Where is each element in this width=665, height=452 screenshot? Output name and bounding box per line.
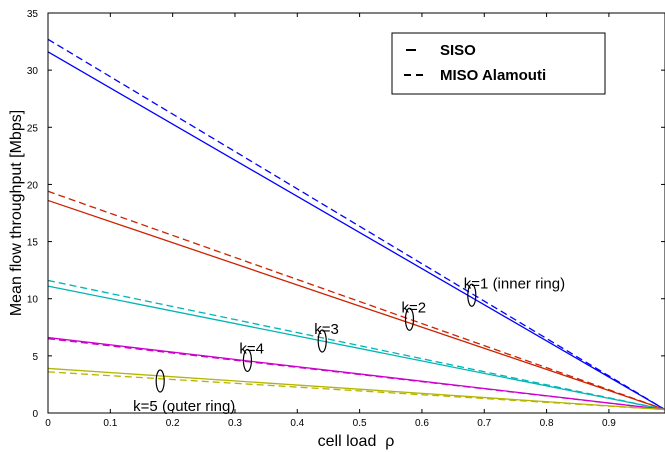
x-tick-label: 0.6 bbox=[415, 418, 429, 429]
y-tick-label: 15 bbox=[27, 238, 39, 249]
x-axis-label: cell load ρ bbox=[318, 433, 395, 450]
x-tick-label: 0.3 bbox=[228, 418, 242, 429]
annotation-label: k=4 bbox=[239, 340, 264, 357]
x-tick-label: 0 bbox=[45, 418, 51, 429]
series-line-k1-siso bbox=[47, 51, 665, 411]
legend-label-miso: MISO Alamouti bbox=[440, 67, 546, 84]
y-tick-label: 0 bbox=[32, 409, 38, 420]
x-tick-label: 0.8 bbox=[540, 418, 554, 429]
x-tick-label: 0.9 bbox=[602, 418, 616, 429]
y-tick-label: 20 bbox=[27, 180, 39, 191]
annotation-ellipse bbox=[317, 329, 327, 353]
y-tick-label: 10 bbox=[27, 295, 39, 306]
series-line-k4-miso bbox=[47, 338, 665, 411]
y-tick-label: 25 bbox=[27, 123, 39, 134]
y-axis-label: Mean flow throughput [Mbps] bbox=[8, 110, 25, 316]
annotation-label: k=2 bbox=[401, 299, 426, 316]
series-line-k3-miso bbox=[47, 279, 665, 411]
legend-box bbox=[391, 32, 606, 95]
series-line-k3-siso bbox=[47, 285, 665, 411]
x-tick-label: 0.4 bbox=[290, 418, 304, 429]
annotation-ellipse bbox=[404, 307, 415, 331]
annotation-label: k=5 (outer ring) bbox=[133, 398, 235, 415]
x-tick-label: 0.5 bbox=[353, 418, 367, 429]
series-layer bbox=[47, 38, 665, 411]
y-tick-label: 35 bbox=[27, 9, 39, 20]
annotation-label: k=3 bbox=[314, 321, 339, 338]
legend: SISO MISO Alamouti bbox=[391, 32, 606, 95]
y-tick-label: 30 bbox=[27, 66, 39, 77]
plot-frame bbox=[47, 12, 665, 414]
annotation-ellipse bbox=[242, 348, 253, 373]
annotation-layer: k=1 (inner ring) k=2 k=3 k=4 k=5 (outer ring… bbox=[133, 275, 565, 415]
series-line-k2-miso bbox=[47, 190, 665, 411]
annotation-ellipse bbox=[467, 283, 477, 307]
tick-layer: 0 0.1 0.2 0.3 0.4 0.5 0.6 0.7 0.8 0.9 0 5 10 15 20 25 30… bbox=[27, 9, 665, 429]
series-line-k5-miso bbox=[47, 371, 665, 411]
legend-label-siso: SISO bbox=[440, 42, 476, 59]
y-tick-label: 5 bbox=[32, 352, 38, 363]
x-tick-label: 0.1 bbox=[103, 418, 117, 429]
series-line-k5-siso bbox=[47, 367, 665, 411]
annotation-label: k=1 (inner ring) bbox=[464, 275, 565, 292]
series-line-k1-miso bbox=[47, 38, 665, 411]
series-line-k2-siso bbox=[47, 199, 665, 411]
x-tick-label: 0.7 bbox=[477, 418, 491, 429]
x-tick-label: 0.2 bbox=[166, 418, 180, 429]
annotation-ellipse bbox=[155, 369, 165, 393]
